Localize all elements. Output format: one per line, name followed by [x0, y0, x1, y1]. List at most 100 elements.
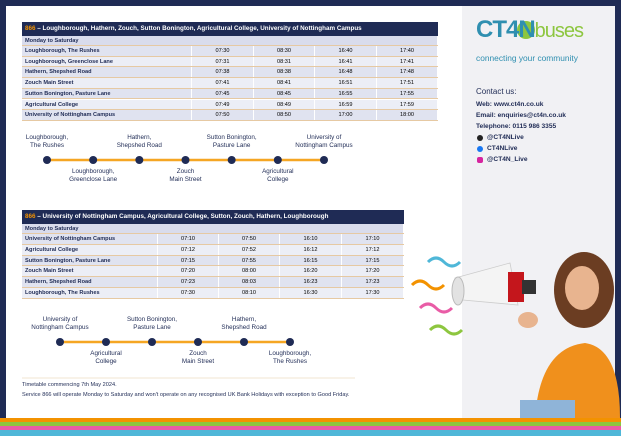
stop-dot — [43, 156, 51, 164]
time: 16:51 — [315, 78, 377, 88]
note: Timetable commencing 7th May 2024. — [22, 382, 117, 388]
time: 08:31 — [254, 56, 315, 67]
time: 16:30 — [280, 288, 342, 298]
stop-name: Sutton Bonington, Pasture Lane — [22, 255, 158, 266]
stop-label-line: The Rushes — [30, 142, 64, 149]
time: 08:50 — [254, 110, 315, 120]
time: 17:59 — [377, 99, 438, 110]
time: 17:15 — [342, 255, 404, 266]
time: 17:10 — [342, 234, 404, 244]
stop-label-line: Nottingham Campus — [31, 324, 89, 331]
route-number: 866 — [25, 213, 36, 220]
time: 07:23 — [158, 277, 219, 287]
table-row: Loughborough, The Rushes 07:30 08:10 16:30 1… — [22, 288, 404, 299]
stop-label-line: Greenclose Lane — [69, 176, 118, 183]
table-row: University of Nottingham Campus 07:50 08:5… — [22, 110, 438, 121]
stop-dot — [135, 156, 144, 164]
stop-name: University of Nottingham Campus — [22, 234, 158, 244]
table-row: Sutton Bonington, Pasture Lane 07:15 07:55… — [22, 255, 404, 267]
table-title: 866 – Loughborough, Hathern, Zouch, Sutt… — [22, 22, 438, 36]
table-row: Loughborough, Greenclose Lane 07:31 08:31 1… — [22, 56, 438, 68]
time: 16:23 — [280, 277, 342, 287]
social: @CT4NLive — [487, 134, 524, 141]
stop-label-line: University of — [306, 134, 342, 141]
note: Service 866 will operate Monday to Satur… — [22, 392, 350, 398]
social: CT4NLive — [487, 145, 518, 152]
stop-label-line: College — [95, 358, 117, 365]
logo: CT4Nbuses — [476, 16, 584, 44]
time: 17:41 — [377, 56, 438, 67]
stop-label: Agricultural College — [90, 350, 122, 366]
days: Monday to Saturday — [22, 224, 404, 233]
stop-label-line: Shepshed Road — [116, 142, 162, 149]
time: 17:20 — [342, 266, 404, 277]
time: 07:15 — [158, 255, 219, 266]
social: @CT4N_Live — [487, 156, 528, 163]
contact-heading: Contact us: — [476, 87, 517, 96]
stop-label-line: College — [267, 176, 289, 183]
time: 07:30 — [158, 288, 219, 298]
social-icons — [477, 135, 483, 163]
stripes — [0, 418, 621, 436]
time: 08:03 — [219, 277, 280, 287]
time: 07:12 — [158, 244, 219, 255]
stop-label: Loughborough, The Rushes — [269, 350, 311, 366]
time: 17:48 — [377, 67, 438, 78]
stop-label-line: Pasture Lane — [133, 324, 171, 331]
stop-label-line: University of — [42, 316, 78, 323]
stop-name: Agricultural College — [22, 244, 158, 255]
table-row: Agricultural College 07:12 07:52 16:12 17:12 — [22, 244, 404, 256]
stop-name: Hathern, Shepshed Road — [22, 277, 158, 287]
time: 16:55 — [315, 88, 377, 99]
stop-label-line: The Rushes — [273, 358, 307, 365]
stop-name: Zouch Main Street — [22, 266, 158, 277]
time: 08:41 — [254, 78, 315, 88]
time: 08:30 — [254, 46, 315, 56]
stop-label-line: Hathern, — [127, 134, 152, 141]
time: 17:23 — [342, 277, 404, 287]
logo-brand: CT4N — [476, 16, 536, 43]
contact: Telephone: 0115 986 3355 — [476, 123, 557, 130]
time: 16:15 — [280, 255, 342, 266]
stop-dot — [148, 338, 156, 346]
stop-name: Agricultural College — [22, 99, 192, 110]
stop-label-line: Agricultural — [262, 168, 294, 175]
stop-name: University of Nottingham Campus — [22, 110, 192, 120]
stop-label-line: Main Street — [169, 176, 202, 183]
time: 16:41 — [315, 56, 377, 67]
stop-dot — [89, 156, 98, 164]
stop-name: Loughborough, The Rushes — [22, 46, 192, 56]
stop-label: Agricultural College — [262, 168, 294, 184]
stop-label: University of Nottingham Campus — [295, 134, 352, 150]
time: 07:10 — [158, 234, 219, 244]
stop-name: Zouch Main Street — [22, 78, 192, 88]
stop-label: Sutton Bonington, Pasture Lane — [207, 134, 257, 150]
time: 16:48 — [315, 67, 377, 78]
stop-label-line: Shepshed Road — [221, 324, 267, 331]
stop-label-line: Loughborough, — [71, 168, 115, 175]
time: 17:12 — [342, 244, 404, 255]
route-number: 866 — [25, 25, 36, 32]
stop-label: Hathern, Shepshed Road — [221, 316, 266, 332]
time: 07:50 — [219, 234, 280, 244]
tagline: connecting your community — [476, 53, 578, 63]
time: 07:41 — [192, 78, 254, 88]
time: 08:00 — [219, 266, 280, 277]
contact: Email: enquiries@ct4n.co.uk — [476, 112, 566, 119]
stop-label: Zouch Main Street — [182, 350, 214, 366]
stop-label-line: Loughborough, — [25, 134, 69, 141]
time: 07:30 — [192, 46, 254, 56]
logo-suffix: buses — [534, 20, 584, 42]
time: 16:12 — [280, 244, 342, 255]
photo — [410, 252, 620, 418]
stop-label-line: Zouch — [176, 168, 195, 175]
stop-label-line: Pasture Lane — [212, 142, 251, 149]
stop-dot — [273, 156, 282, 164]
table-row: Sutton Bonington, Pasture Lane 07:45 08:45… — [22, 88, 438, 100]
stop-dot — [320, 156, 328, 164]
stop-dot — [240, 338, 248, 346]
time: 07:45 — [192, 88, 254, 99]
